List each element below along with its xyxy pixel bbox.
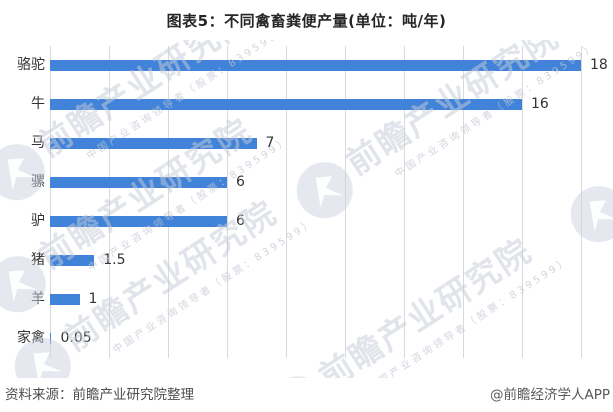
- value-label: 1.5: [103, 252, 126, 268]
- bar-row: 家禽 0.05: [0, 319, 613, 358]
- value-label: 7: [265, 135, 275, 151]
- bar: [50, 255, 95, 266]
- bar-row: 骆驼 18: [0, 46, 613, 85]
- grid-line: [109, 46, 110, 358]
- bar: [50, 60, 581, 71]
- grid-line: [227, 46, 228, 358]
- bar: [50, 294, 80, 305]
- bar-row: 马 7: [0, 124, 613, 163]
- plot-area: 骆驼 18 牛 16 马 7 骡 6 驴 6 猪 1.5 羊 1 家禽 0.05: [0, 46, 613, 358]
- category-label: 猪: [31, 252, 45, 268]
- category-label: 骡: [31, 174, 45, 190]
- category-label: 家禽: [17, 330, 45, 346]
- bar-row: 猪 1.5: [0, 241, 613, 280]
- chart-title: 图表5：不同禽畜粪便产量(单位：吨/年): [166, 12, 447, 30]
- value-label: 0.05: [60, 330, 92, 346]
- credit-text: @前瞻经济学人APP: [489, 387, 610, 403]
- bar: [50, 333, 52, 344]
- category-label: 马: [31, 135, 45, 151]
- category-label: 骆驼: [17, 57, 45, 73]
- value-label: 1: [88, 291, 98, 307]
- grid-line: [168, 46, 169, 358]
- category-label: 牛: [31, 96, 45, 112]
- value-label: 6: [236, 174, 245, 190]
- bar: [50, 99, 522, 110]
- value-label: 18: [590, 57, 608, 73]
- grid-line: [522, 46, 523, 358]
- qianzhan-logo-icon: [258, 365, 337, 378]
- source-text: 资料来源：前瞻产业研究院整理: [5, 387, 194, 403]
- bar: [50, 138, 257, 149]
- grid-line: [404, 46, 405, 358]
- grid-line: [463, 46, 464, 358]
- category-label: 羊: [31, 291, 45, 307]
- value-label: 6: [236, 213, 245, 229]
- category-label: 驴: [31, 213, 45, 229]
- bar: [50, 177, 227, 188]
- bar-row: 牛 16: [0, 85, 613, 124]
- bar-row: 骡 6: [0, 163, 613, 202]
- bar: [50, 216, 227, 227]
- value-label: 16: [531, 96, 549, 112]
- bar-row: 羊 1: [0, 280, 613, 319]
- bar-row: 驴 6: [0, 202, 613, 241]
